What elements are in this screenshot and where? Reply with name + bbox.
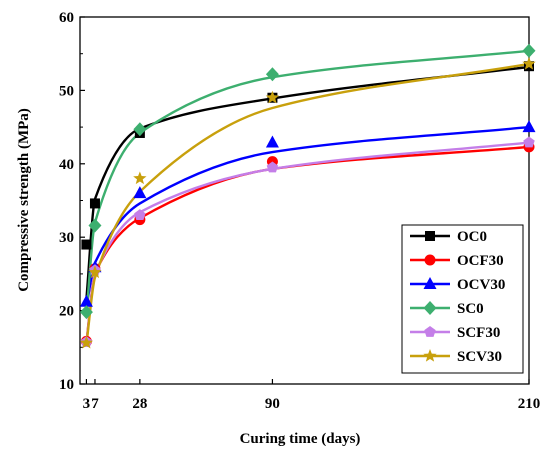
x-tick-label: 3 [83, 396, 91, 412]
legend-label-scv30: SCV30 [457, 349, 502, 365]
legend-label-sc0: SC0 [457, 301, 484, 317]
legend-label-scf30: SCF30 [457, 325, 500, 341]
x-axis: 3 7 28 90 210 [83, 379, 541, 412]
data-point-scf30 [523, 136, 535, 148]
data-point-scv30 [522, 56, 536, 70]
data-point-sc0 [522, 43, 536, 58]
legend-box [401, 224, 524, 374]
legend-label-oc0: OC0 [457, 229, 487, 245]
y-tick-label: 30 [59, 230, 74, 246]
data-point-sc0 [79, 305, 93, 320]
x-tick-label: 210 [518, 396, 541, 412]
legend-marker-oc0 [425, 231, 435, 241]
y-tick-label: 40 [59, 157, 74, 173]
y-axis-title: Compressive strength (MPa) [16, 108, 32, 292]
y-tick-label: 10 [59, 377, 74, 393]
data-point-sc0 [265, 67, 279, 82]
data-point-oc0 [89, 198, 100, 209]
x-tick-label: 28 [132, 396, 147, 412]
fit-curve-scv30 [85, 62, 530, 345]
data-point-sc0 [133, 122, 147, 137]
data-point-scv30 [88, 265, 102, 279]
data-markers [79, 43, 536, 349]
legend-marker-sc0 [423, 301, 437, 315]
data-point-ocv30 [79, 294, 93, 307]
y-axis: 10 20 30 40 50 60 [59, 10, 85, 393]
x-tick-label: 7 [91, 396, 99, 412]
data-point-scv30 [133, 171, 147, 185]
y-tick-label: 50 [59, 83, 74, 99]
data-point-scf30 [266, 161, 279, 173]
y-tick-label: 20 [59, 304, 74, 320]
legend-marker-ocv30 [423, 277, 437, 289]
legend-label-ocv30: OCV30 [457, 277, 505, 293]
fit-curve-oc0 [85, 65, 530, 299]
data-point-scv30 [79, 335, 94, 349]
legend-marker-scf30 [424, 326, 436, 337]
data-point-scv30 [265, 90, 280, 104]
data-point-scf30 [134, 209, 146, 221]
data-point-ocv30 [133, 186, 147, 199]
legend: OC0 OCF30 OCV30 SC0 SCF30 SCV30 [401, 224, 524, 374]
data-point-ocv30 [265, 135, 279, 148]
legend-label-ocf30: OCF30 [457, 253, 504, 269]
x-axis-title: Curing time (days) [240, 431, 361, 447]
legend-marker-ocf30 [424, 254, 436, 266]
y-tick-label: 60 [59, 10, 74, 26]
legend-marker-scv30 [423, 349, 437, 362]
data-point-ocv30 [522, 120, 536, 133]
data-point-sc0 [88, 218, 102, 233]
x-tick-label: 90 [265, 396, 280, 412]
data-point-oc0 [81, 239, 92, 250]
